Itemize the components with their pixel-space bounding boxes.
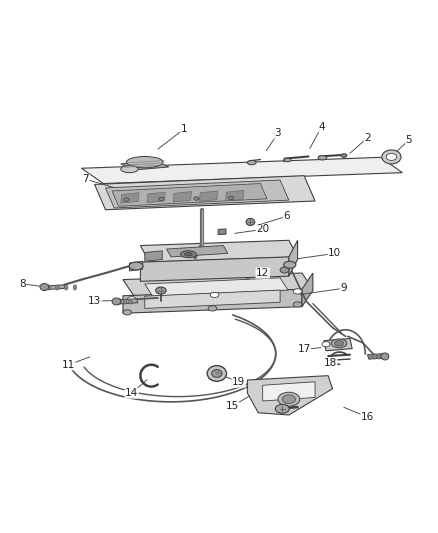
Ellipse shape xyxy=(373,354,377,359)
Text: 5: 5 xyxy=(406,135,412,145)
Polygon shape xyxy=(247,376,332,415)
Polygon shape xyxy=(289,240,297,276)
Polygon shape xyxy=(173,191,191,202)
Polygon shape xyxy=(263,382,315,401)
Polygon shape xyxy=(226,190,244,201)
Text: 6: 6 xyxy=(283,211,290,221)
Ellipse shape xyxy=(381,353,389,360)
Ellipse shape xyxy=(40,284,49,290)
Ellipse shape xyxy=(280,267,289,273)
Ellipse shape xyxy=(276,405,289,413)
Ellipse shape xyxy=(73,285,77,290)
Text: 2: 2 xyxy=(364,133,371,143)
Ellipse shape xyxy=(318,156,327,160)
Ellipse shape xyxy=(118,299,122,304)
Polygon shape xyxy=(123,289,302,313)
Ellipse shape xyxy=(121,166,138,173)
Text: 15: 15 xyxy=(226,401,239,411)
Text: 3: 3 xyxy=(275,128,281,139)
Ellipse shape xyxy=(331,339,347,348)
Ellipse shape xyxy=(386,154,397,160)
Ellipse shape xyxy=(322,342,330,347)
Ellipse shape xyxy=(47,285,50,290)
Polygon shape xyxy=(141,240,297,262)
Ellipse shape xyxy=(124,198,129,201)
Ellipse shape xyxy=(180,251,196,258)
Polygon shape xyxy=(199,191,218,201)
Ellipse shape xyxy=(112,298,121,305)
Ellipse shape xyxy=(293,302,302,307)
Text: 13: 13 xyxy=(88,296,101,306)
Ellipse shape xyxy=(247,160,256,165)
Ellipse shape xyxy=(64,285,68,290)
Polygon shape xyxy=(302,273,313,306)
Text: 19: 19 xyxy=(232,377,245,387)
Ellipse shape xyxy=(207,366,226,381)
Polygon shape xyxy=(141,257,289,281)
Text: 20: 20 xyxy=(256,224,269,235)
Polygon shape xyxy=(123,273,313,296)
Ellipse shape xyxy=(194,197,199,200)
Ellipse shape xyxy=(155,287,166,294)
Ellipse shape xyxy=(129,299,132,304)
Polygon shape xyxy=(117,299,138,304)
Polygon shape xyxy=(44,285,65,289)
Polygon shape xyxy=(112,183,267,206)
Text: 10: 10 xyxy=(328,248,341,259)
Text: 8: 8 xyxy=(19,279,26,289)
Text: 1: 1 xyxy=(181,124,187,134)
Polygon shape xyxy=(121,193,139,203)
Ellipse shape xyxy=(123,310,132,315)
Polygon shape xyxy=(145,290,280,309)
Ellipse shape xyxy=(212,369,222,377)
Ellipse shape xyxy=(382,150,401,164)
Text: 11: 11 xyxy=(62,360,75,370)
Text: 7: 7 xyxy=(82,174,89,184)
Ellipse shape xyxy=(127,297,136,302)
Polygon shape xyxy=(81,157,403,183)
Text: 18: 18 xyxy=(324,358,337,368)
Ellipse shape xyxy=(335,341,343,346)
Ellipse shape xyxy=(369,354,372,359)
Ellipse shape xyxy=(229,196,234,200)
Ellipse shape xyxy=(124,299,127,304)
Polygon shape xyxy=(324,338,352,351)
Text: 4: 4 xyxy=(318,122,325,132)
Text: 17: 17 xyxy=(297,344,311,354)
Ellipse shape xyxy=(127,157,163,168)
Polygon shape xyxy=(95,176,315,210)
Polygon shape xyxy=(130,261,143,271)
Polygon shape xyxy=(121,161,169,170)
Polygon shape xyxy=(145,278,288,296)
Ellipse shape xyxy=(278,392,300,406)
Polygon shape xyxy=(218,229,226,235)
Ellipse shape xyxy=(378,354,381,359)
Text: 16: 16 xyxy=(361,412,374,422)
Ellipse shape xyxy=(208,306,217,311)
Text: 14: 14 xyxy=(125,388,138,398)
Ellipse shape xyxy=(293,289,302,294)
Ellipse shape xyxy=(159,197,164,201)
Ellipse shape xyxy=(246,219,255,225)
Ellipse shape xyxy=(56,285,59,290)
Ellipse shape xyxy=(210,292,219,297)
Polygon shape xyxy=(147,192,165,203)
Ellipse shape xyxy=(341,154,347,157)
Polygon shape xyxy=(166,246,228,257)
Ellipse shape xyxy=(129,262,143,270)
Polygon shape xyxy=(367,354,384,359)
Ellipse shape xyxy=(284,261,296,268)
Ellipse shape xyxy=(184,253,192,256)
Ellipse shape xyxy=(284,158,291,161)
Polygon shape xyxy=(145,251,162,261)
Ellipse shape xyxy=(283,395,295,403)
Polygon shape xyxy=(106,180,289,208)
Text: 9: 9 xyxy=(340,284,347,293)
Text: 12: 12 xyxy=(256,268,269,278)
